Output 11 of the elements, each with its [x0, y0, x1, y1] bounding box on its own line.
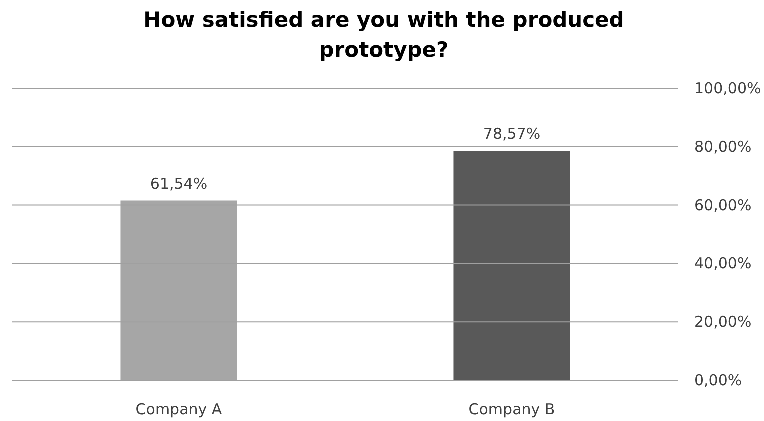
y-tick-label: 80,00%	[694, 138, 752, 156]
y-tick-label: 100,00%	[694, 80, 762, 98]
y-tick-label: 0,00%	[694, 372, 742, 390]
x-tick-label: Company B	[468, 400, 556, 418]
data-label: 78,57%	[483, 125, 541, 144]
chart-title: How satisfied are you with the produced prototype?	[142, 7, 626, 64]
y-tick-label: 40,00%	[694, 254, 752, 273]
y-tick-label: 20,00%	[694, 313, 752, 332]
data-label: 61,54%	[150, 174, 208, 193]
y-tick-label: 60,00%	[694, 196, 752, 214]
x-tick-label: Company A	[136, 400, 223, 418]
